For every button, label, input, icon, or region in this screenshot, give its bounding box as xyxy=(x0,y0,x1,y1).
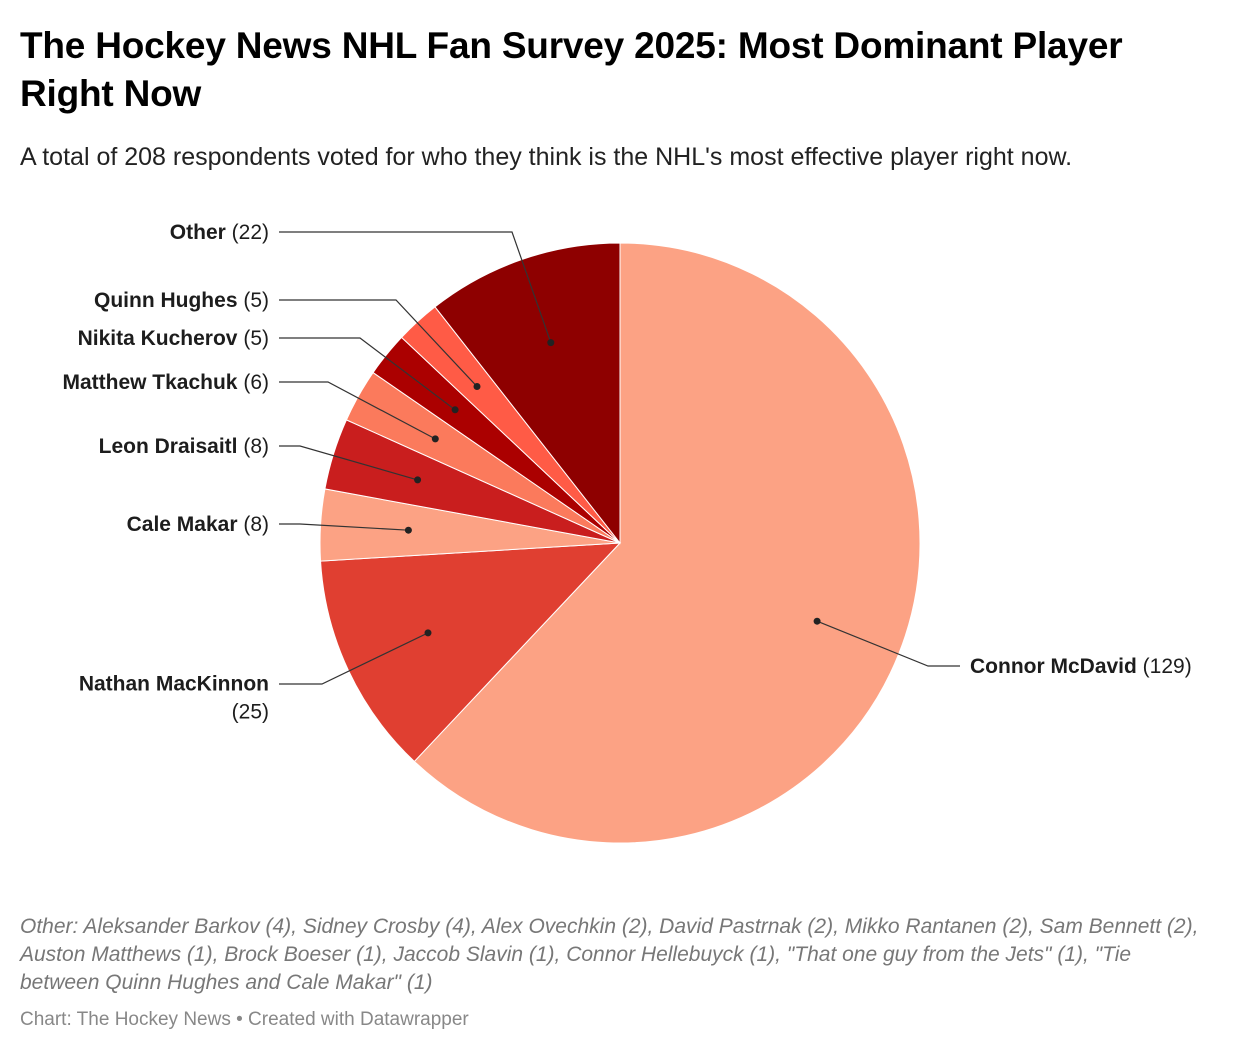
slice-value-nikita-kucherov: (5) xyxy=(238,327,270,350)
slice-label-leon-draisaitl: Leon Draisaitl (8) xyxy=(99,435,269,458)
leader-line-leon-draisaitl xyxy=(279,445,418,481)
pie-slices xyxy=(319,242,921,844)
slice-label-quinn-hughes: Quinn Hughes (5) xyxy=(94,289,269,312)
slice-name-connor-mcdavid: Connor McDavid xyxy=(970,655,1137,678)
slice-label-matthew-tkachuk: Matthew Tkachuk (6) xyxy=(62,371,269,394)
pie-chart: Connor McDavid (129) Nathan MacKinnon (25)… xyxy=(62,221,1192,844)
chart-subtitle: A total of 208 respondents voted for who… xyxy=(20,143,1073,171)
pie-slice-nathan-mackinnon xyxy=(320,542,622,763)
leader-line-matthew-tkachuk xyxy=(279,381,436,440)
slice-label-connor-mcdavid: Connor McDavid (129) xyxy=(970,655,1192,678)
leader-line-nathan-mackinnon xyxy=(279,632,429,685)
slice-value-cale-makar: (8) xyxy=(238,513,270,536)
anchor-dot-connor-mcdavid xyxy=(813,617,821,625)
leader-line-other xyxy=(279,231,552,343)
slice-name-quinn-hughes: Quinn Hughes xyxy=(94,289,238,312)
anchor-dot-quinn-hughes xyxy=(473,383,481,390)
chart-title: The Hockey News NHL Fan Survey 2025: Mos… xyxy=(20,25,1123,114)
chart-credit: Chart: The Hockey News • Created with Da… xyxy=(20,1009,469,1030)
slice-value-matthew-tkachuk: (6) xyxy=(238,371,270,394)
slice-value-quinn-hughes: (5) xyxy=(238,289,270,312)
leader-line-connor-mcdavid xyxy=(816,620,960,667)
slice-label-cale-makar: Cale Makar (8) xyxy=(127,513,269,536)
slice-value-connor-mcdavid: (129) xyxy=(1137,655,1192,678)
slice-value-leon-draisaitl: (8) xyxy=(238,435,270,458)
anchor-dot-nikita-kucherov xyxy=(451,406,459,414)
anchor-dot-matthew-tkachuk xyxy=(431,435,439,443)
anchor-dot-cale-makar xyxy=(404,526,412,534)
slice-label-nikita-kucherov: Nikita Kucherov (5) xyxy=(78,327,269,350)
slice-name-leon-draisaitl: Leon Draisaitl xyxy=(99,435,238,458)
slice-value-nathan-mackinnon: (25) xyxy=(232,701,269,724)
slice-label-nathan-mackinnon: Nathan MacKinnon xyxy=(79,673,269,696)
leader-lines xyxy=(279,231,960,685)
slice-value-other: (22) xyxy=(226,221,269,244)
slice-name-cale-makar: Cale Makar xyxy=(127,513,238,536)
anchor-dot-leon-draisaitl xyxy=(414,476,422,484)
anchor-dot-nathan-mackinnon xyxy=(424,629,432,637)
other-breakdown-note: Other: Aleksander Barkov (4), Sidney Cro… xyxy=(20,915,1199,994)
anchor-dot-other xyxy=(547,339,555,347)
slice-labels: Connor McDavid (129) Nathan MacKinnon (25)… xyxy=(62,221,1191,724)
leader-line-cale-makar xyxy=(279,523,409,531)
slice-name-nikita-kucherov: Nikita Kucherov xyxy=(78,327,238,350)
slice-name-matthew-tkachuk: Matthew Tkachuk xyxy=(62,371,237,394)
slice-name-other: Other xyxy=(170,221,226,244)
slice-label-other: Other (22) xyxy=(170,221,269,244)
leader-line-nikita-kucherov xyxy=(279,337,456,411)
leader-line-quinn-hughes xyxy=(279,299,478,387)
